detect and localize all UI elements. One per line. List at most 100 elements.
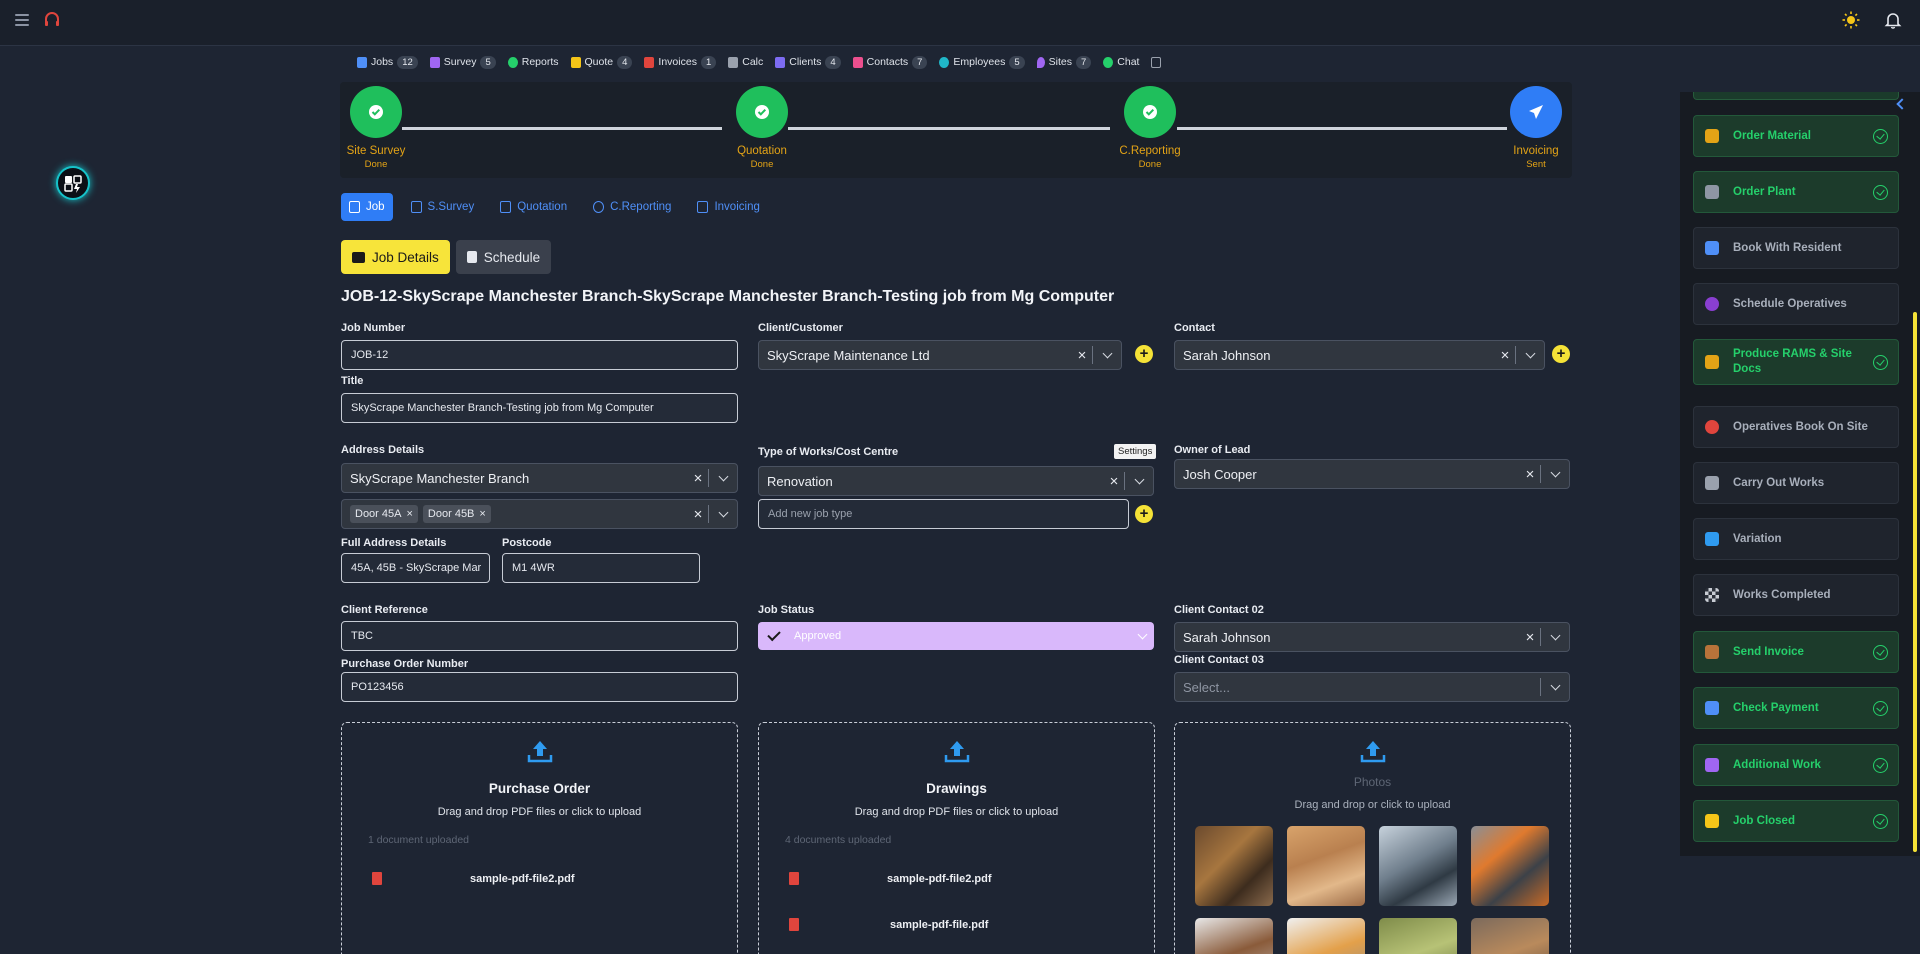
client-contact-03-select[interactable]: Select... — [1174, 672, 1570, 702]
workflow-send-invoice[interactable]: Send Invoice — [1693, 631, 1899, 673]
clear-icon[interactable]: × — [1077, 346, 1087, 364]
sun-icon[interactable] — [1842, 11, 1860, 29]
workflow-job-closed[interactable]: Job Closed — [1693, 800, 1899, 842]
photo-thumbnail[interactable] — [1379, 826, 1457, 906]
headset-icon[interactable] — [43, 11, 61, 29]
step-quotation[interactable]: Quotation Done — [722, 86, 802, 170]
pdf-icon — [372, 872, 382, 885]
workflow-produce-rams[interactable]: Produce RAMS & Site Docs — [1693, 339, 1899, 385]
bell-icon[interactable] — [1884, 11, 1902, 29]
workflow-check-payment[interactable]: Check Payment — [1693, 687, 1899, 729]
workflow-additional-work[interactable]: Additional Work — [1693, 744, 1899, 786]
scrollbar[interactable] — [1913, 312, 1917, 852]
new-job-type-input[interactable]: Add new job type — [758, 499, 1129, 529]
clear-icon[interactable]: × — [1525, 465, 1535, 483]
job-status-select[interactable]: Approved — [758, 622, 1154, 650]
workflow-schedule-operatives[interactable]: Schedule Operatives — [1693, 283, 1899, 325]
chevron-down-icon[interactable] — [1541, 680, 1569, 690]
chevron-down-icon[interactable] — [709, 507, 737, 517]
module-survey[interactable]: Survey 5 — [429, 55, 496, 69]
chevron-down-icon[interactable] — [1541, 467, 1569, 477]
job-number-field[interactable]: JOB-12 — [341, 340, 738, 370]
photo-thumbnail[interactable] — [1471, 826, 1549, 906]
workflow-operatives-book-on-site[interactable]: Operatives Book On Site — [1693, 406, 1899, 448]
module-clients[interactable]: Clients 4 — [775, 55, 841, 69]
settings-tooltip[interactable]: Settings — [1114, 444, 1157, 459]
client-contact-02-select[interactable]: Sarah Johnson × — [1174, 622, 1570, 652]
clear-icon[interactable]: × — [1500, 346, 1510, 364]
clipboard-icon — [410, 201, 422, 213]
tab-schedule[interactable]: Schedule — [455, 240, 552, 274]
workflow-book-with-resident[interactable]: Book With Resident — [1693, 227, 1899, 269]
uploaded-file[interactable]: sample-pdf-file.pdf — [789, 918, 988, 931]
uploaded-file[interactable]: sample-pdf-file2.pdf — [372, 872, 575, 885]
full-address-field[interactable]: 45A, 45B - SkyScrape Mar — [341, 553, 490, 583]
chevron-down-icon[interactable] — [709, 471, 737, 481]
address-label: Address Details — [341, 444, 425, 456]
module-sites[interactable]: Sites 7 — [1036, 55, 1092, 69]
chevron-down-icon[interactable] — [1516, 348, 1544, 358]
photo-thumbnail[interactable] — [1471, 918, 1549, 954]
full-address-label: Full Address Details — [341, 537, 447, 549]
photo-thumbnail[interactable] — [1287, 918, 1365, 954]
contact-select[interactable]: Sarah Johnson × — [1174, 340, 1545, 370]
module-calc[interactable]: Calc — [728, 56, 763, 68]
tab-job-details[interactable]: Job Details — [341, 240, 450, 274]
photo-thumbnail[interactable] — [1379, 918, 1457, 954]
clear-icon[interactable]: × — [693, 469, 703, 487]
chevron-left-icon[interactable] — [1896, 98, 1908, 110]
clear-icon[interactable]: × — [693, 505, 703, 523]
chevron-down-icon[interactable] — [1093, 348, 1121, 358]
drawings-dropzone[interactable]: Drawings Drag and drop PDF files or clic… — [758, 722, 1155, 954]
address-doors-select[interactable]: Door 45A × Door 45B × × — [341, 499, 738, 529]
module-invoices[interactable]: Invoices 1 — [644, 55, 717, 69]
chevron-down-icon[interactable] — [1541, 630, 1569, 640]
photos-dropzone[interactable]: Photos Drag and drop or click to upload — [1174, 722, 1571, 954]
pdf-icon — [789, 872, 799, 885]
address-select[interactable]: SkyScrape Manchester Branch × — [341, 463, 738, 493]
type-of-works-select[interactable]: Renovation × — [758, 466, 1154, 496]
step-site-survey[interactable]: Site Survey Done — [336, 86, 416, 170]
photo-thumbnail[interactable] — [1195, 826, 1273, 906]
workflow-order-material[interactable]: Order Material — [1693, 115, 1899, 157]
chevron-down-icon[interactable] — [1125, 474, 1153, 484]
photo-thumbnail[interactable] — [1287, 826, 1365, 906]
postcode-field[interactable]: M1 4WR — [502, 553, 700, 583]
owner-select[interactable]: Josh Cooper × — [1174, 459, 1570, 489]
module-jobs[interactable]: Jobs 12 — [357, 55, 418, 69]
module-contacts[interactable]: Contacts 7 — [852, 55, 928, 69]
remove-tag-icon[interactable]: × — [479, 508, 486, 520]
module-employees[interactable]: Employees 5 — [939, 55, 1025, 69]
module-chat[interactable]: Chat — [1103, 56, 1139, 68]
tab-c-reporting[interactable]: C.Reporting — [585, 193, 679, 221]
purchase-order-dropzone[interactable]: Purchase Order Drag and drop PDF files o… — [341, 722, 738, 954]
clear-icon[interactable]: × — [1525, 628, 1535, 646]
remove-tag-icon[interactable]: × — [406, 508, 413, 520]
step-invoicing[interactable]: Invoicing Sent — [1496, 86, 1576, 170]
module-reports[interactable]: Reports — [507, 56, 559, 68]
workflow-works-completed[interactable]: Works Completed — [1693, 574, 1899, 616]
tab-s-survey[interactable]: S.Survey — [403, 193, 483, 221]
tag-door: Door 45A × — [350, 505, 418, 523]
menu-icon[interactable] — [15, 14, 29, 26]
uploaded-file[interactable]: sample-pdf-file2.pdf — [789, 872, 992, 885]
add-client-button[interactable]: + — [1135, 345, 1153, 363]
add-job-type-button[interactable]: + — [1135, 505, 1153, 523]
clear-icon[interactable]: × — [1109, 472, 1119, 490]
module-calendar[interactable] — [1151, 56, 1162, 68]
tab-invoicing[interactable]: Invoicing — [689, 193, 767, 221]
add-contact-button[interactable]: + — [1552, 345, 1570, 363]
tab-quotation[interactable]: Quotation — [492, 193, 575, 221]
client-select[interactable]: SkyScrape Maintenance Ltd × — [758, 340, 1122, 370]
po-number-field[interactable]: PO123456 — [341, 672, 738, 702]
tab-job[interactable]: Job — [341, 193, 393, 221]
step-c-reporting[interactable]: C.Reporting Done — [1110, 86, 1190, 170]
client-reference-field[interactable]: TBC — [341, 621, 738, 651]
title-field[interactable]: SkyScrape Manchester Branch-Testing job … — [341, 393, 738, 423]
assistant-badge-icon[interactable] — [56, 166, 90, 200]
photo-thumbnail[interactable] — [1195, 918, 1273, 954]
workflow-carry-out-works[interactable]: Carry Out Works — [1693, 462, 1899, 504]
workflow-order-plant[interactable]: Order Plant — [1693, 171, 1899, 213]
workflow-variation[interactable]: Variation — [1693, 518, 1899, 560]
module-quote[interactable]: Quote 4 — [570, 55, 633, 69]
